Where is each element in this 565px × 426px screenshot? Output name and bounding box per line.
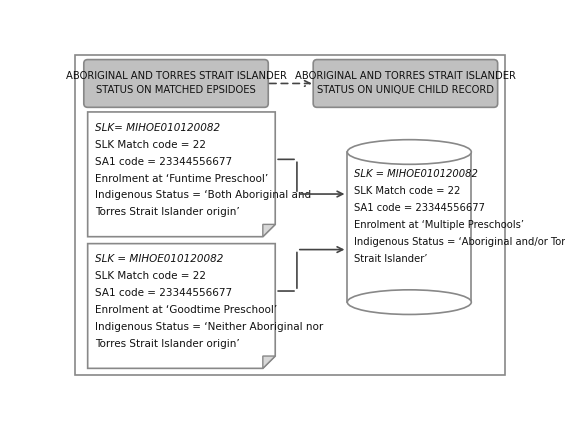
Polygon shape <box>88 112 275 237</box>
Text: Strait Islander’: Strait Islander’ <box>354 253 427 264</box>
Text: SLK = MIHOE010120082: SLK = MIHOE010120082 <box>354 169 477 179</box>
Text: ABORIGINAL AND TORRES STRAIT ISLANDER
STATUS ON UNIQUE CHILD RECORD: ABORIGINAL AND TORRES STRAIT ISLANDER ST… <box>295 72 516 95</box>
Text: Indigenous Status = ‘Both Aboriginal and: Indigenous Status = ‘Both Aboriginal and <box>95 190 311 201</box>
Polygon shape <box>88 244 275 368</box>
Text: SA1 code = 23344556677: SA1 code = 23344556677 <box>95 288 233 298</box>
Text: SLK Match code = 22: SLK Match code = 22 <box>354 186 460 196</box>
Text: Indigenous Status = ‘Aboriginal and/or Torres: Indigenous Status = ‘Aboriginal and/or T… <box>354 237 565 247</box>
Bar <box>347 152 471 302</box>
Ellipse shape <box>347 140 471 164</box>
Text: ABORIGINAL AND TORRES STRAIT ISLANDER
STATUS ON MATCHED EPSIDOES: ABORIGINAL AND TORRES STRAIT ISLANDER ST… <box>66 72 286 95</box>
Text: Enrolment at ‘Funtime Preschool’: Enrolment at ‘Funtime Preschool’ <box>95 173 269 184</box>
Text: Enrolment at ‘Goodtime Preschool’: Enrolment at ‘Goodtime Preschool’ <box>95 305 277 315</box>
FancyBboxPatch shape <box>313 60 498 107</box>
FancyBboxPatch shape <box>84 60 268 107</box>
Text: SA1 code = 23344556677: SA1 code = 23344556677 <box>95 157 233 167</box>
Text: Torres Strait Islander origin’: Torres Strait Islander origin’ <box>95 339 240 349</box>
Text: Enrolment at ‘Multiple Preschools’: Enrolment at ‘Multiple Preschools’ <box>354 220 524 230</box>
Text: SA1 code = 23344556677: SA1 code = 23344556677 <box>354 203 485 213</box>
Ellipse shape <box>347 290 471 314</box>
Text: SLK= MIHOE010120082: SLK= MIHOE010120082 <box>95 123 220 133</box>
Text: Indigenous Status = ‘Neither Aboriginal nor: Indigenous Status = ‘Neither Aboriginal … <box>95 322 324 332</box>
Text: SLK Match code = 22: SLK Match code = 22 <box>95 271 206 281</box>
Text: SLK = MIHOE010120082: SLK = MIHOE010120082 <box>95 254 224 265</box>
Polygon shape <box>263 225 275 237</box>
Polygon shape <box>263 356 275 368</box>
Text: Torres Strait Islander origin’: Torres Strait Islander origin’ <box>95 207 240 217</box>
Text: SLK Match code = 22: SLK Match code = 22 <box>95 140 206 150</box>
